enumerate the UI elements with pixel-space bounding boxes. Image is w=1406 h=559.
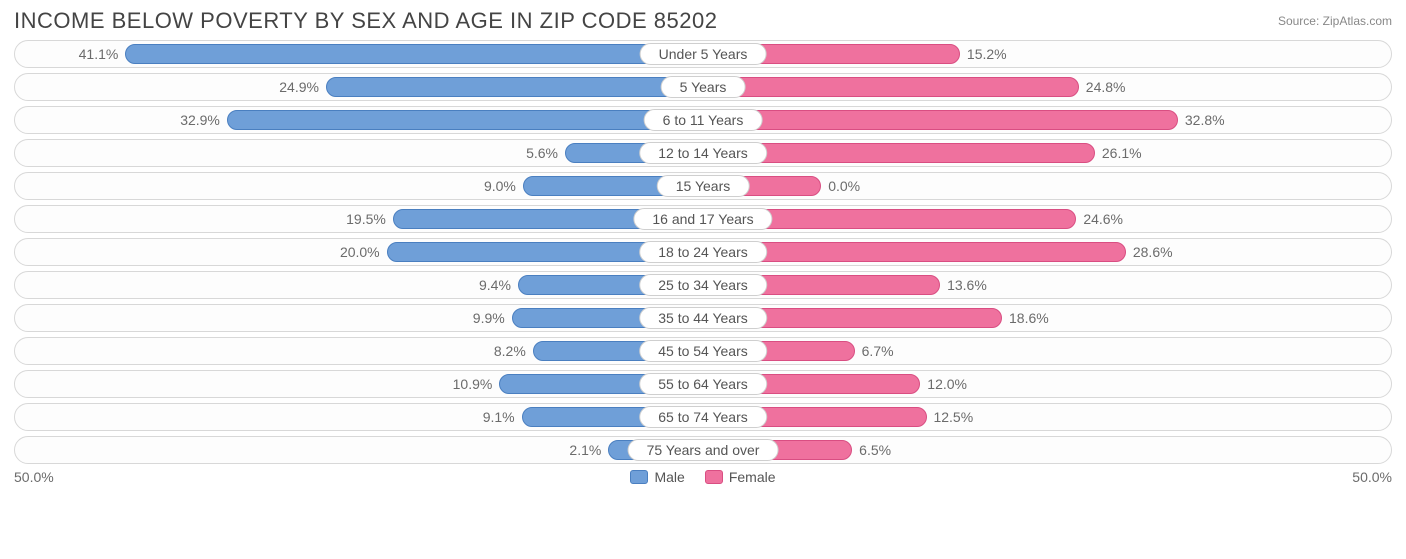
female-value-label: 26.1% — [1102, 140, 1142, 166]
chart-row: 19.5% 24.6% 16 and 17 Years — [14, 205, 1392, 233]
male-value-label: 9.4% — [479, 272, 511, 298]
female-value-label: 24.8% — [1086, 74, 1126, 100]
chart-row: 5.6% 26.1% 12 to 14 Years — [14, 139, 1392, 167]
chart-area: 41.1% 15.2% Under 5 Years 24.9% 24.8% 5 Years… — [14, 40, 1392, 464]
chart-row: 10.9% 12.0% 55 to 64 Years — [14, 370, 1392, 398]
male-value-label: 9.1% — [483, 404, 515, 430]
category-label: 16 and 17 Years — [633, 208, 772, 230]
legend: Male Female — [630, 469, 775, 485]
legend-female: Female — [705, 469, 776, 485]
male-value-label: 24.9% — [279, 74, 319, 100]
legend-male-swatch — [630, 470, 648, 484]
female-value-label: 32.8% — [1185, 107, 1225, 133]
male-value-label: 8.2% — [494, 338, 526, 364]
header: INCOME BELOW POVERTY BY SEX AND AGE IN Z… — [14, 8, 1392, 34]
category-label: 15 Years — [657, 175, 750, 197]
category-label: 45 to 54 Years — [639, 340, 767, 362]
chart-row: 9.0% 0.0% 15 Years — [14, 172, 1392, 200]
chart-row: 9.4% 13.6% 25 to 34 Years — [14, 271, 1392, 299]
chart-row: 41.1% 15.2% Under 5 Years — [14, 40, 1392, 68]
male-value-label: 32.9% — [180, 107, 220, 133]
legend-male: Male — [630, 469, 684, 485]
male-bar — [227, 110, 703, 130]
female-bar — [703, 110, 1178, 130]
category-label: Under 5 Years — [640, 43, 767, 65]
chart-row: 32.9% 32.8% 6 to 11 Years — [14, 106, 1392, 134]
female-value-label: 0.0% — [828, 173, 860, 199]
female-bar — [703, 77, 1079, 97]
female-value-label: 18.6% — [1009, 305, 1049, 331]
category-label: 5 Years — [661, 76, 746, 98]
chart-row: 2.1% 6.5% 75 Years and over — [14, 436, 1392, 464]
axis-row: 50.0% Male Female 50.0% — [14, 469, 1392, 485]
chart-source: Source: ZipAtlas.com — [1278, 14, 1392, 28]
male-value-label: 41.1% — [79, 41, 119, 67]
legend-male-label: Male — [654, 469, 684, 485]
female-value-label: 15.2% — [967, 41, 1007, 67]
female-value-label: 12.0% — [927, 371, 967, 397]
male-value-label: 5.6% — [526, 140, 558, 166]
chart-row: 9.1% 12.5% 65 to 74 Years — [14, 403, 1392, 431]
male-bar — [125, 44, 703, 64]
chart-row: 8.2% 6.7% 45 to 54 Years — [14, 337, 1392, 365]
category-label: 65 to 74 Years — [639, 406, 767, 428]
female-value-label: 12.5% — [933, 404, 973, 430]
category-label: 6 to 11 Years — [644, 109, 763, 131]
male-value-label: 2.1% — [569, 437, 601, 463]
category-label: 18 to 24 Years — [639, 241, 767, 263]
chart-row: 24.9% 24.8% 5 Years — [14, 73, 1392, 101]
category-label: 75 Years and over — [628, 439, 779, 461]
chart-row: 9.9% 18.6% 35 to 44 Years — [14, 304, 1392, 332]
category-label: 12 to 14 Years — [639, 142, 767, 164]
legend-female-label: Female — [729, 469, 776, 485]
male-value-label: 20.0% — [340, 239, 380, 265]
male-value-label: 19.5% — [346, 206, 386, 232]
category-label: 55 to 64 Years — [639, 373, 767, 395]
axis-left-label: 50.0% — [14, 469, 54, 485]
male-value-label: 10.9% — [453, 371, 493, 397]
female-value-label: 6.7% — [862, 338, 894, 364]
female-value-label: 6.5% — [859, 437, 891, 463]
chart-container: INCOME BELOW POVERTY BY SEX AND AGE IN Z… — [0, 0, 1406, 491]
chart-row: 20.0% 28.6% 18 to 24 Years — [14, 238, 1392, 266]
male-value-label: 9.9% — [473, 305, 505, 331]
male-bar — [326, 77, 703, 97]
category-label: 25 to 34 Years — [639, 274, 767, 296]
category-label: 35 to 44 Years — [639, 307, 767, 329]
female-value-label: 28.6% — [1133, 239, 1173, 265]
female-value-label: 13.6% — [947, 272, 987, 298]
chart-title: INCOME BELOW POVERTY BY SEX AND AGE IN Z… — [14, 8, 717, 34]
female-value-label: 24.6% — [1083, 206, 1123, 232]
male-value-label: 9.0% — [484, 173, 516, 199]
axis-right-label: 50.0% — [1352, 469, 1392, 485]
legend-female-swatch — [705, 470, 723, 484]
